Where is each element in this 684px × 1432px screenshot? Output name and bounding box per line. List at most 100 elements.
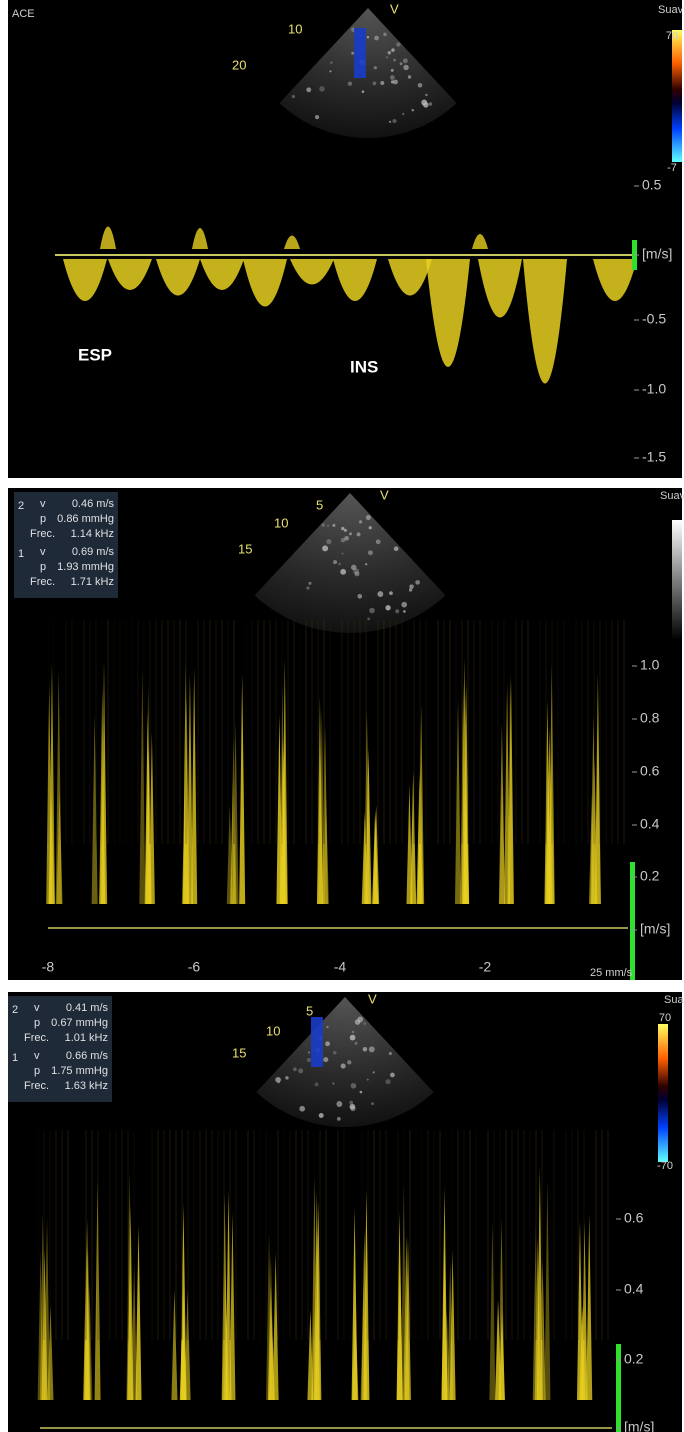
- mode-label: Suave: [660, 490, 684, 502]
- echo-speckle: [415, 580, 420, 585]
- echo-speckle: [369, 526, 372, 529]
- measurement-name: v: [40, 498, 46, 510]
- echo-speckle: [365, 563, 367, 565]
- echo-speckle: [352, 1031, 355, 1034]
- echo-speckle: [389, 591, 393, 595]
- echo-speckle: [333, 1051, 337, 1055]
- measurement-name: v: [40, 546, 46, 558]
- echo-speckle: [363, 1022, 366, 1025]
- echo-speckle: [319, 86, 325, 92]
- measurement-index: 2: [18, 500, 24, 512]
- measurement-value: 0.86 mmHg: [57, 513, 114, 525]
- echo-speckle: [342, 553, 344, 555]
- echo-speckle: [385, 605, 390, 610]
- echo-speckle: [409, 584, 414, 589]
- measurement-value: 1.14 kHz: [71, 528, 114, 540]
- panel-label: ACE: [12, 8, 35, 20]
- measurement-value: 0.67 mmHg: [51, 1017, 108, 1029]
- echo-speckle: [341, 527, 344, 530]
- scale-label: -1.5: [642, 449, 666, 465]
- figure: 70-7ACESuav1020VESPINS0.5[m/s]-0.5-1.0-1…: [0, 0, 684, 1432]
- depth-mark: 15: [238, 541, 252, 556]
- echo-speckle: [401, 602, 407, 608]
- echo-speckle: [390, 75, 395, 80]
- echo-speckle: [403, 58, 408, 63]
- echo-speckle: [341, 538, 345, 542]
- scale-label: 0.4: [624, 1281, 644, 1297]
- echo-speckle: [348, 81, 352, 85]
- echo-speckle: [389, 121, 391, 123]
- echo-speckle: [323, 1057, 328, 1062]
- echo-speckle: [351, 1083, 357, 1089]
- scale-label: 0.5: [642, 177, 662, 193]
- echo-speckle: [367, 618, 370, 621]
- measurement-value: 1.75 mmHg: [51, 1065, 108, 1077]
- measurement-value: 0.41 m/s: [66, 1002, 109, 1014]
- annotation: INS: [350, 357, 378, 376]
- measurement-index: 1: [18, 548, 24, 560]
- echo-speckle: [357, 594, 362, 599]
- scale-label: 0.6: [624, 1210, 644, 1226]
- apex-marker: V: [390, 1, 399, 16]
- depth-mark: 10: [288, 21, 302, 36]
- echo-speckle: [362, 90, 365, 93]
- color-bar: [672, 30, 682, 162]
- echo-speckle: [333, 560, 337, 564]
- scale-label: 0.8: [640, 710, 660, 726]
- measurement-value: 0.46 m/s: [72, 498, 115, 510]
- echo-speckle: [339, 563, 341, 565]
- measurement-value: 0.66 m/s: [66, 1050, 109, 1062]
- echo-speckle: [392, 119, 396, 123]
- measurement-name: p: [40, 561, 46, 573]
- echo-speckle: [388, 51, 391, 54]
- echo-speckle: [400, 62, 403, 65]
- echo-speckle: [315, 115, 319, 119]
- echo-speckle: [363, 1047, 367, 1051]
- scale-label: [m/s]: [642, 246, 672, 262]
- page: {"panels": [ {"label": "ACE", "mode": "S…: [0, 0, 684, 1432]
- echo-speckle: [403, 610, 406, 613]
- echo-speckle: [359, 520, 362, 523]
- color-scale-label: -70: [657, 1160, 673, 1172]
- echo-speckle: [357, 532, 361, 536]
- echo-speckle: [380, 81, 384, 85]
- echo-speckle: [412, 109, 414, 111]
- time-label: -4: [334, 959, 347, 975]
- time-label: -8: [42, 959, 55, 975]
- depth-mark: 5: [306, 1003, 313, 1018]
- echo-speckle: [383, 33, 386, 36]
- echo-speckle: [344, 529, 347, 532]
- echo-speckle: [369, 1046, 375, 1052]
- measurement-name: Frec.: [24, 1032, 49, 1044]
- echo-speckle: [351, 565, 356, 570]
- echo-speckle: [326, 1026, 328, 1028]
- measurement-value: 1.63 kHz: [65, 1080, 108, 1092]
- echo-speckle: [337, 1117, 341, 1121]
- measurement-name: p: [40, 513, 46, 525]
- echo-speckle: [376, 539, 381, 544]
- measurement-value: 1.71 kHz: [71, 576, 114, 588]
- echo-speckle: [298, 1068, 303, 1073]
- color-bar: [672, 520, 682, 640]
- echo-speckle: [350, 1035, 356, 1041]
- echo-speckle: [408, 75, 411, 78]
- depth-mark: 10: [266, 1023, 280, 1038]
- echo-speckle: [377, 591, 383, 597]
- echo-speckle: [389, 1052, 392, 1055]
- echo-speckle: [396, 42, 401, 47]
- echo-speckle: [299, 1106, 305, 1112]
- echo-speckle: [421, 100, 427, 106]
- echo-speckle: [418, 83, 423, 88]
- depth-mark: 10: [274, 515, 288, 530]
- depth-mark: 5: [316, 497, 323, 512]
- measurement-value: 1.93 mmHg: [57, 561, 114, 573]
- scale-label: 0.4: [640, 816, 660, 832]
- echo-speckle: [393, 59, 396, 62]
- echo-speckle: [394, 546, 399, 551]
- echo-speckle: [275, 1077, 281, 1083]
- color-bar: [658, 1024, 668, 1162]
- echo-speckle: [374, 66, 377, 69]
- echo-speckle: [402, 113, 404, 115]
- measurement-index: 1: [12, 1052, 18, 1064]
- sweep-speed: 25 mm/s: [590, 967, 633, 979]
